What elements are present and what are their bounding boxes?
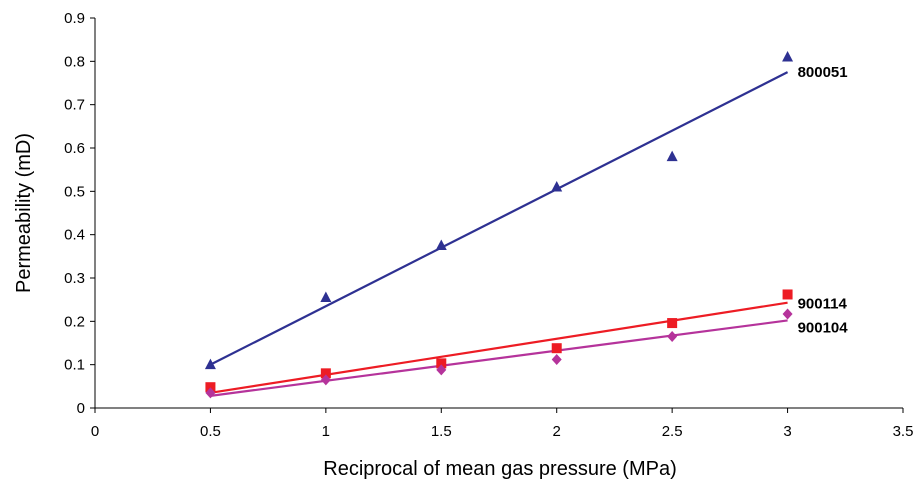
y-tick-label: 0.5 [64, 183, 85, 200]
y-tick-label: 0.7 [64, 97, 85, 114]
data-point-900104 [436, 364, 447, 376]
x-tick-label: 2 [553, 423, 561, 440]
data-point-900104 [667, 331, 678, 342]
data-point-800051 [782, 51, 794, 62]
data-point-900104 [782, 308, 793, 320]
trendline-800051 [209, 71, 789, 366]
y-axis-title: Permeability (mD) [13, 133, 35, 293]
data-point-900114 [436, 358, 447, 369]
x-tick-label: 1.5 [431, 423, 452, 440]
data-point-800051 [551, 181, 563, 192]
x-tick-label: 1 [322, 423, 330, 440]
series-label-900114: 900114 [798, 296, 848, 313]
y-tick-label: 0.6 [64, 140, 85, 157]
x-tick-label: 3 [783, 423, 791, 440]
y-tick-label: 0.4 [64, 227, 85, 244]
series-label-900104: 900104 [798, 319, 849, 336]
trendline-900114 [210, 301, 788, 394]
y-tick-label: 0 [77, 400, 85, 417]
markers [204, 51, 794, 399]
data-point-900114 [205, 382, 216, 393]
series-label-800051: 800051 [798, 64, 848, 81]
y-tick-label: 0.8 [64, 53, 85, 70]
x-axis-title: Reciprocal of mean gas pressure (MPa) [323, 458, 676, 480]
data-point-800051 [204, 358, 216, 370]
data-point-800051 [320, 291, 332, 302]
x-tick-label: 0.5 [200, 423, 221, 440]
x-tick-label: 2.5 [662, 423, 683, 440]
data-point-900114 [667, 318, 678, 329]
y-tick-label: 0.3 [64, 270, 85, 287]
data-point-900114 [320, 368, 331, 379]
y-tick-label: 0.1 [64, 357, 85, 374]
trendline-900104 [210, 319, 788, 397]
y-tick-label: 0.2 [64, 313, 85, 330]
data-point-900104 [551, 353, 562, 365]
x-tick-label: 0 [91, 423, 99, 440]
axes: 0 0.1 0.2 0.3 0.4 0.5 0.6 0.7 0.8 0.9 0 0.5 1 1.5 2 2.5… [64, 10, 913, 440]
data-point-900104 [320, 374, 331, 386]
data-point-800051 [435, 239, 447, 250]
data-point-900114 [782, 289, 793, 300]
series-labels: 800051 900114 900104 [798, 64, 849, 336]
x-tick-label: 3.5 [893, 423, 914, 440]
y-tick-label: 0.9 [64, 10, 85, 27]
trendlines [209, 71, 789, 397]
data-point-900104 [205, 387, 216, 399]
data-point-900114 [551, 343, 562, 354]
data-point-800051 [666, 150, 678, 162]
